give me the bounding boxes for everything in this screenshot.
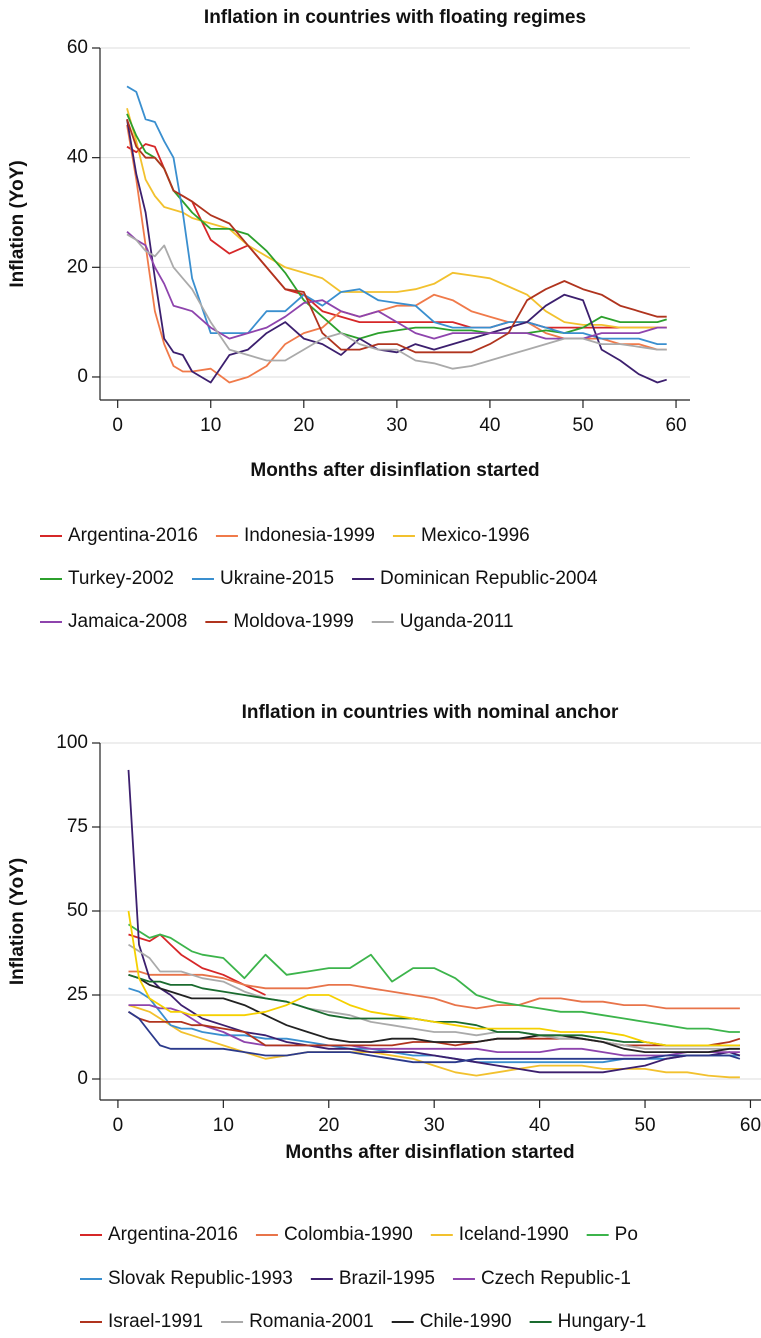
series-line bbox=[127, 910, 740, 1047]
legend-label: Uganda-2011 bbox=[400, 611, 514, 632]
legend-label: Argentina-2016 bbox=[108, 1224, 238, 1245]
legend-label: Jamaica-2008 bbox=[68, 611, 187, 632]
x-tick-label: 20 bbox=[318, 1115, 339, 1136]
series-line bbox=[128, 973, 740, 1047]
series-line bbox=[126, 85, 667, 345]
series-line bbox=[126, 113, 667, 340]
series-line bbox=[128, 1004, 740, 1057]
y-tick-label: 50 bbox=[67, 900, 88, 921]
legend-label: Israel-1991 bbox=[108, 1311, 203, 1332]
chart-title: Inflation in countries with nominal anch… bbox=[242, 702, 619, 723]
legend-label: Po bbox=[615, 1224, 638, 1245]
x-axis-label: Months after disinflation started bbox=[285, 1142, 574, 1163]
y-tick-label: 60 bbox=[67, 37, 88, 58]
x-tick-label: 50 bbox=[634, 1115, 655, 1136]
y-tick-label: 100 bbox=[56, 732, 88, 753]
legend-label: Mexico-1996 bbox=[421, 525, 530, 546]
series-line bbox=[128, 970, 740, 1010]
legend-label: Dominican Republic-2004 bbox=[380, 568, 598, 589]
y-axis-label: Inflation (YoY) bbox=[7, 858, 28, 985]
series-line bbox=[128, 943, 740, 1050]
series-line bbox=[128, 973, 740, 1053]
series-line bbox=[128, 987, 740, 1064]
x-tick-label: 20 bbox=[293, 415, 314, 436]
y-tick-label: 25 bbox=[67, 984, 88, 1005]
series-line bbox=[126, 233, 667, 370]
legend-label: Colombia-1990 bbox=[284, 1224, 413, 1245]
series-line bbox=[126, 108, 667, 329]
x-axis-label: Months after disinflation started bbox=[250, 460, 539, 481]
y-tick-label: 20 bbox=[67, 256, 88, 277]
x-tick-label: 60 bbox=[665, 415, 686, 436]
x-tick-label: 10 bbox=[200, 415, 221, 436]
y-tick-label: 0 bbox=[77, 1068, 88, 1089]
series-line bbox=[128, 933, 266, 996]
legend-label: Iceland-1990 bbox=[459, 1224, 569, 1245]
x-tick-label: 30 bbox=[424, 1115, 445, 1136]
legend-label: Turkey-2002 bbox=[68, 568, 174, 589]
legend-label: Moldova-1999 bbox=[233, 611, 353, 632]
x-tick-label: 0 bbox=[112, 415, 123, 436]
x-tick-label: 40 bbox=[529, 1115, 550, 1136]
series-line bbox=[128, 1011, 741, 1064]
y-axis-label: Inflation (YoY) bbox=[7, 160, 28, 287]
legend-label: Chile-1990 bbox=[420, 1311, 512, 1332]
x-tick-label: 0 bbox=[113, 1115, 124, 1136]
x-tick-label: 50 bbox=[572, 415, 593, 436]
x-tick-label: 60 bbox=[740, 1115, 761, 1136]
y-tick-label: 40 bbox=[67, 147, 88, 168]
series-line bbox=[128, 923, 740, 1033]
legend-label: Hungary-1 bbox=[558, 1311, 647, 1332]
series-line bbox=[128, 1004, 740, 1079]
x-tick-label: 40 bbox=[479, 415, 500, 436]
legend-label: Czech Republic-1 bbox=[481, 1268, 631, 1289]
series-line bbox=[126, 119, 667, 384]
chart-title: Inflation in countries with floating reg… bbox=[204, 7, 586, 28]
legend-label: Ukraine-2015 bbox=[220, 568, 334, 589]
series-line bbox=[127, 769, 741, 1074]
series-line bbox=[128, 1011, 741, 1047]
legend-label: Brazil-1995 bbox=[339, 1268, 435, 1289]
legend-label: Indonesia-1999 bbox=[244, 525, 375, 546]
x-tick-label: 30 bbox=[386, 415, 407, 436]
series-line bbox=[126, 143, 667, 329]
x-tick-label: 10 bbox=[213, 1115, 234, 1136]
y-tick-label: 75 bbox=[67, 816, 88, 837]
y-tick-label: 0 bbox=[77, 366, 88, 387]
legend-label: Argentina-2016 bbox=[68, 525, 198, 546]
legend-label: Romania-2001 bbox=[249, 1311, 374, 1332]
legend-label: Slovak Republic-1993 bbox=[108, 1268, 293, 1289]
